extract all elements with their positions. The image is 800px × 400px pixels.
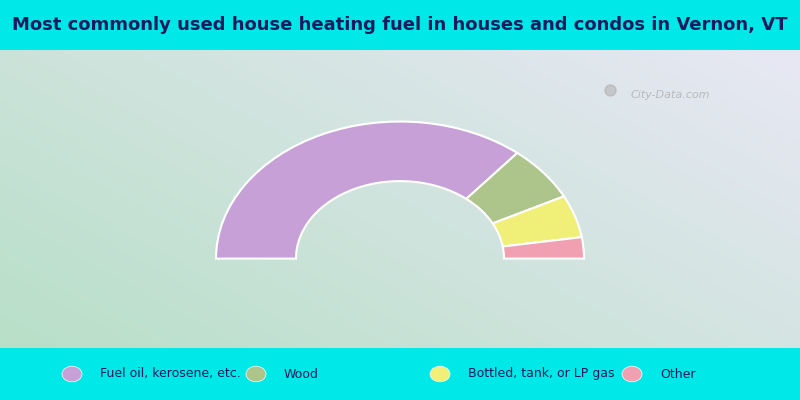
Wedge shape [493,196,582,246]
Text: Bottled, tank, or LP gas: Bottled, tank, or LP gas [468,368,614,380]
Wedge shape [466,153,564,224]
Wedge shape [216,122,518,259]
Text: Wood: Wood [284,368,319,380]
Text: City-Data.com: City-Data.com [630,90,710,100]
Text: Fuel oil, kerosene, etc.: Fuel oil, kerosene, etc. [100,368,241,380]
Text: Other: Other [660,368,695,380]
Ellipse shape [246,366,266,382]
Ellipse shape [622,366,642,382]
Ellipse shape [62,366,82,382]
Wedge shape [502,237,584,259]
Ellipse shape [430,366,450,382]
Text: Most commonly used house heating fuel in houses and condos in Vernon, VT: Most commonly used house heating fuel in… [12,16,788,34]
